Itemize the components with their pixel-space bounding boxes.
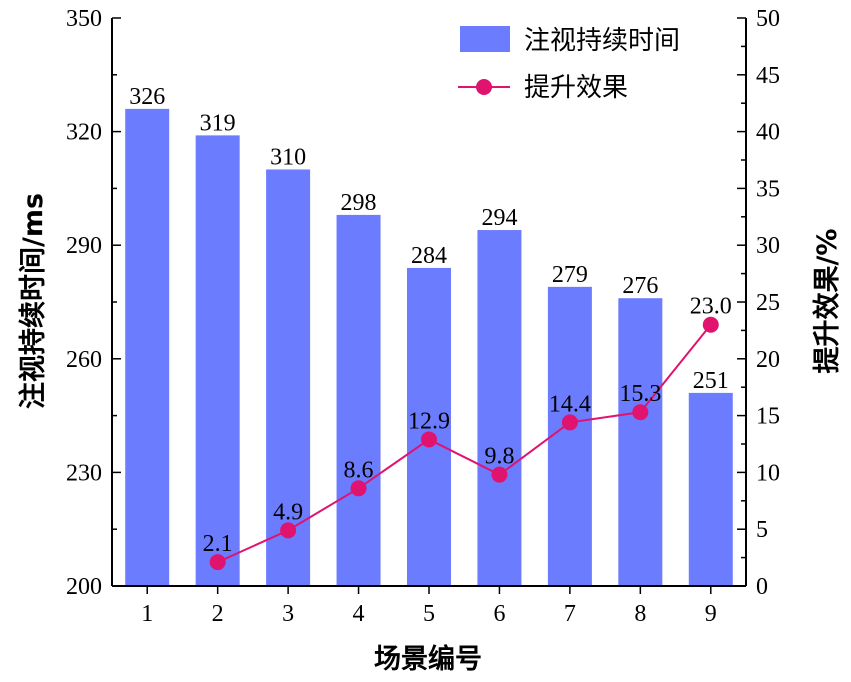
line-point-4 bbox=[350, 480, 367, 497]
bar-series bbox=[125, 108, 733, 587]
line-series bbox=[209, 316, 719, 571]
bar-label-9: 251 bbox=[693, 368, 729, 394]
y-tick-label-230: 230 bbox=[66, 460, 102, 486]
line-label-5: 12.9 bbox=[408, 408, 450, 434]
y-tick-label-290: 290 bbox=[66, 233, 102, 259]
y2-tick-label-0: 0 bbox=[756, 574, 768, 600]
line-point-5 bbox=[421, 431, 437, 448]
x-tick-label-5: 5 bbox=[423, 601, 435, 627]
x-tick-label-9: 9 bbox=[705, 601, 717, 627]
bar-5 bbox=[407, 267, 451, 586]
legend-line-label: 提升效果 bbox=[524, 73, 628, 103]
line-label-8: 15.3 bbox=[619, 381, 661, 407]
bar-label-4: 298 bbox=[341, 190, 377, 216]
legend-bar-label: 注视持续时间 bbox=[524, 26, 680, 56]
y-tick-label-320: 320 bbox=[66, 120, 102, 146]
bar-2 bbox=[195, 135, 240, 587]
x-tick-label-1: 1 bbox=[141, 601, 153, 627]
line-path bbox=[217, 324, 712, 564]
y2-tick-label-25: 25 bbox=[756, 290, 780, 316]
bar-4 bbox=[336, 214, 381, 586]
bar-7 bbox=[547, 286, 592, 586]
bar-label-7: 279 bbox=[552, 262, 588, 288]
line-point-7 bbox=[561, 414, 578, 431]
line-label-7: 14.4 bbox=[549, 391, 591, 417]
y2-tick-label-40: 40 bbox=[756, 120, 780, 146]
legend-bar-swatch bbox=[460, 26, 510, 52]
legend: 注视持续时间 提升效果 bbox=[458, 26, 680, 103]
bar-label-2: 319 bbox=[200, 110, 236, 136]
line-label-3: 4.9 bbox=[273, 499, 303, 525]
x-tick-label-7: 7 bbox=[564, 601, 576, 627]
legend-line-marker bbox=[476, 79, 492, 95]
bar-6 bbox=[477, 230, 522, 586]
bar-label-1: 326 bbox=[129, 84, 165, 110]
y-tick-label-350: 350 bbox=[66, 6, 102, 32]
bar-label-3: 310 bbox=[270, 144, 306, 170]
y2-axis-title: 提升效果/% bbox=[812, 229, 843, 374]
y2-tick-label-15: 15 bbox=[756, 404, 780, 430]
line-point-2 bbox=[209, 554, 226, 571]
bar-8 bbox=[618, 298, 663, 586]
x-tick-label-4: 4 bbox=[353, 601, 365, 627]
line-point-3 bbox=[280, 522, 297, 539]
line-label-9: 23.0 bbox=[690, 294, 732, 320]
line-point-8 bbox=[632, 404, 649, 421]
x-tick-label-3: 3 bbox=[282, 601, 294, 627]
line-label-4: 8.6 bbox=[344, 457, 374, 483]
x-tick-label-2: 2 bbox=[212, 601, 224, 627]
line-label-2: 2.1 bbox=[203, 531, 233, 557]
y-tick-label-200: 200 bbox=[66, 574, 102, 600]
bar-label-8: 276 bbox=[622, 273, 658, 299]
y2-tick-label-45: 45 bbox=[756, 63, 780, 89]
bar-3 bbox=[266, 169, 311, 586]
line-point-6 bbox=[491, 466, 508, 483]
bar-9 bbox=[688, 392, 733, 586]
line-label-6: 9.8 bbox=[484, 444, 514, 470]
bar-label-6: 294 bbox=[481, 205, 517, 231]
x-axis-title: 场景编号 bbox=[374, 643, 482, 675]
x-tick-label-8: 8 bbox=[634, 601, 646, 627]
line-labels: 2.1 4.9 8.6 12.9 9.8 14.4 15.3 23.0 bbox=[203, 294, 732, 557]
x-tick-label-6: 6 bbox=[493, 601, 505, 627]
y2-tick-label-20: 20 bbox=[756, 347, 780, 373]
line-point-9 bbox=[702, 316, 719, 333]
y2-tick-label-50: 50 bbox=[756, 6, 780, 32]
y2-tick-label-5: 5 bbox=[756, 517, 768, 543]
bar-label-5: 284 bbox=[411, 243, 447, 269]
y2-tick-label-30: 30 bbox=[756, 233, 780, 259]
bar-labels: 326 319 310 298 284 294 279 276 251 bbox=[129, 84, 729, 394]
y-axis-title: 注视持续时间/ms bbox=[17, 193, 49, 409]
y2-tick-label-35: 35 bbox=[756, 176, 780, 202]
bar-1 bbox=[125, 108, 170, 586]
y-tick-label-260: 260 bbox=[66, 347, 102, 373]
y2-tick-label-10: 10 bbox=[756, 460, 780, 486]
